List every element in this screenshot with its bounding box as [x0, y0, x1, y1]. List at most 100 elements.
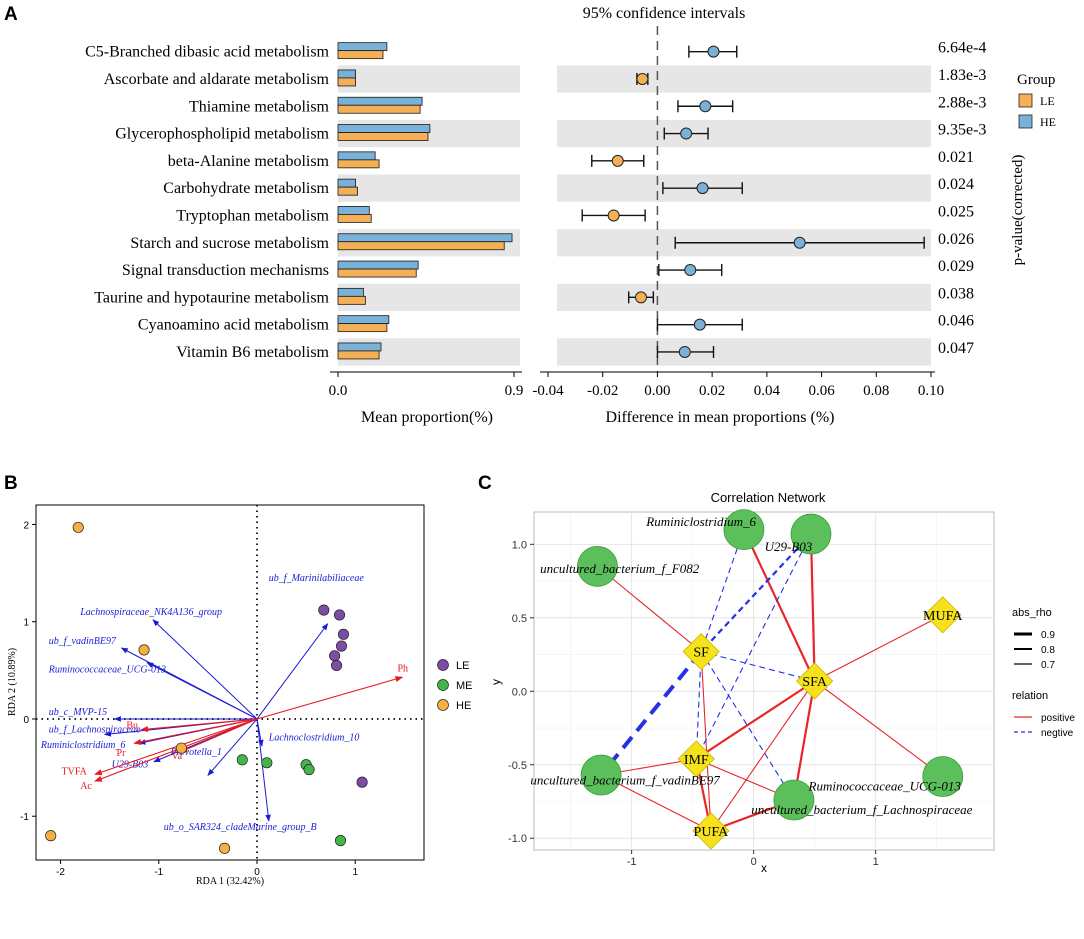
- edge-negative: [700, 651, 795, 801]
- diff-x-tick-label: 0.00: [644, 383, 670, 399]
- category-label: Tryptophan metabolism: [176, 207, 329, 224]
- node-trait-label: SF: [693, 646, 709, 661]
- category-label: C5-Branched dibasic acid metabolism: [85, 44, 329, 61]
- x-tick-label: 0: [254, 867, 260, 878]
- sample-point-me: [334, 834, 347, 847]
- node-taxon-label: uncultured_bacterium_f_Lachnospiraceae: [751, 802, 972, 817]
- trait-vector-label: TVFA: [62, 766, 88, 777]
- bar-x-tick-label: 0.9: [505, 383, 524, 399]
- category-label: Starch and sucrose metabolism: [130, 235, 329, 252]
- node-taxon-label: uncultured_bacterium_f_vadinBE97: [530, 772, 720, 787]
- bar-he: [337, 178, 357, 188]
- network-xlabel: x: [761, 861, 767, 875]
- edge-positive: [695, 680, 816, 760]
- pvalue-labels: 6.64e-4 1.83e-3 2.88e-3 9.35e-3 0.021 0.024 0.…: [938, 40, 986, 357]
- node-trait-label: IMF: [684, 753, 709, 768]
- proportion-bars: [337, 42, 513, 360]
- y-tick-label: 1.0: [512, 539, 527, 551]
- edge-negative: [695, 651, 702, 759]
- sample-point-me: [261, 757, 273, 769]
- difference-errorbars: [581, 26, 925, 372]
- category-label: Glycerophospholipid metabolism: [115, 126, 329, 143]
- row-bands: [338, 65, 931, 366]
- legend-marker-le: [437, 659, 449, 671]
- pvalue-label: 0.026: [938, 231, 974, 248]
- y-tick-label: -1.0: [508, 833, 527, 845]
- node-trait-label: PUFA: [694, 825, 730, 840]
- panel-a: C5-Branched dibasic acid metabolism Ascor…: [85, 5, 1056, 426]
- diff-x-tick-label: 0.10: [918, 383, 944, 399]
- rda-axes: -2 -1 0 1 2 1 0 -1: [20, 505, 424, 878]
- taxon-vector: [152, 619, 258, 720]
- bar-le: [337, 214, 372, 223]
- node-taxon: [577, 545, 618, 587]
- x-tick-label: 1: [352, 867, 358, 878]
- edge-positive: [710, 680, 816, 832]
- trait-vector: [94, 718, 258, 776]
- taxon-vector-label: ub_f_Lachnospiraceae: [49, 725, 141, 736]
- diff-point: [678, 345, 691, 358]
- diff-x-tick-label: 0.08: [863, 383, 889, 399]
- y-tick-label: 1: [23, 618, 29, 629]
- diff-row-band: [557, 65, 931, 93]
- y-tick-label: -0.5: [508, 760, 527, 772]
- x-tick-label: 1: [873, 856, 879, 868]
- sample-point-le: [318, 604, 330, 616]
- bar-he: [337, 124, 431, 133]
- panel-label-a: A: [4, 4, 18, 25]
- panel-label-c: C: [478, 473, 492, 494]
- diff-point: [699, 100, 712, 113]
- taxon-vector: [256, 623, 329, 720]
- pvalue-label: 0.024: [938, 176, 974, 193]
- diff-row-band: [557, 174, 931, 202]
- diff-x-tick-label: -0.04: [532, 383, 564, 399]
- legend-label-he: HE: [456, 700, 471, 712]
- node-trait: [924, 596, 962, 634]
- node-trait: [692, 812, 730, 850]
- diff-point: [635, 291, 648, 304]
- node-taxon-label: uncultured_bacterium_f_F082: [540, 561, 700, 576]
- network-node-labels: Ruminiclostridium_6 U29-B03 uncultured_bac…: [530, 514, 972, 840]
- sample-point-he: [72, 521, 84, 533]
- bar-x-tick-label: 0.0: [329, 383, 348, 399]
- diff-point: [707, 45, 720, 58]
- category-label: Vitamin B6 metabolism: [176, 344, 329, 361]
- pvalue-label: 0.021: [938, 149, 974, 166]
- bar-le: [337, 186, 358, 196]
- legend-swatch-le: [1018, 93, 1033, 108]
- legend-marker-he: [437, 699, 449, 711]
- diff-x-tick-label: 0.06: [808, 383, 835, 399]
- legend-width-label: 0.9: [1041, 630, 1055, 641]
- trait-vector-label: Pr: [117, 748, 127, 759]
- bar-he: [337, 42, 388, 52]
- edge-positive: [600, 774, 712, 832]
- legend-marker-me: [437, 679, 449, 691]
- trait-vector: [256, 676, 404, 720]
- diff-point: [607, 209, 620, 222]
- diff-x-tick-label: 0.02: [699, 383, 725, 399]
- legend-label-he: HE: [1040, 115, 1056, 129]
- taxon-vector-label: U29-B03: [112, 760, 149, 771]
- edge-negative: [599, 650, 703, 777]
- network-nodes: [577, 509, 964, 850]
- bar-le: [337, 159, 380, 169]
- diff-point: [693, 318, 706, 331]
- bar-row-band: [338, 283, 520, 311]
- edge-negative: [700, 529, 745, 652]
- legend-width-title: abs_rho: [1012, 607, 1052, 619]
- diff-point: [611, 154, 624, 167]
- node-taxon: [723, 509, 765, 551]
- bar-he: [337, 206, 370, 215]
- node-taxon: [790, 513, 832, 555]
- node-taxon: [773, 779, 815, 821]
- panel-a-axes: 0.0 0.9 -0.04 -0.02 0.00 0.02 0.04 0.06 0.08 0.10: [329, 371, 944, 399]
- category-label: Carbohydrate metabolism: [163, 180, 329, 197]
- bar-xlabel: Mean proportion(%): [361, 409, 493, 426]
- legend-relation-label: negtive: [1041, 728, 1074, 739]
- bar-le: [337, 50, 384, 60]
- group-legend-title: Group: [1017, 72, 1055, 88]
- diff-x-tick-label: -0.02: [587, 383, 618, 399]
- panel-label-b: B: [4, 473, 18, 494]
- pvalue-label: 2.88e-3: [938, 94, 986, 111]
